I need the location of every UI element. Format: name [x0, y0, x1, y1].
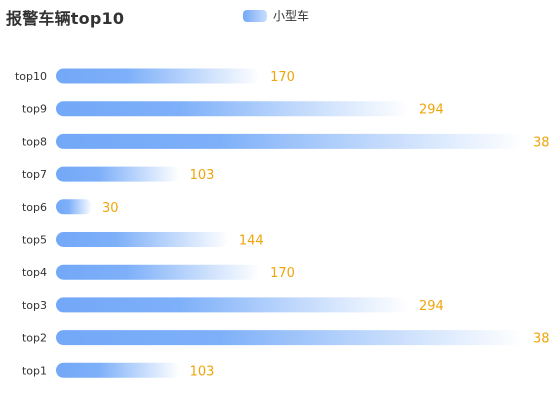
data-label: 170	[270, 70, 295, 85]
bar[interactable]	[56, 166, 180, 182]
data-label: 144	[239, 234, 264, 249]
bar[interactable]	[56, 133, 523, 149]
legend-label: 小型车	[273, 9, 310, 23]
data-label: 389	[533, 332, 550, 347]
bar[interactable]	[56, 264, 261, 280]
data-label: 389	[533, 135, 550, 150]
data-label: 170	[270, 266, 295, 281]
bar[interactable]	[56, 232, 229, 247]
data-label: 103	[190, 364, 215, 379]
y-tick-label: top7	[22, 168, 47, 181]
y-tick-label: top2	[22, 332, 47, 345]
y-tick-label: top4	[22, 266, 47, 279]
data-label: 103	[190, 168, 215, 183]
y-tick-label: top9	[22, 103, 47, 116]
bar[interactable]	[56, 362, 180, 378]
bar[interactable]	[56, 297, 409, 313]
data-label: 30	[102, 201, 119, 216]
bar[interactable]	[56, 199, 93, 215]
y-tick-label: top1	[22, 364, 47, 377]
bar[interactable]	[56, 68, 261, 84]
chart-title: 报警车辆top10	[6, 9, 125, 28]
data-label: 294	[419, 299, 444, 314]
data-label: 294	[419, 103, 444, 118]
y-tick-label: top10	[15, 70, 47, 83]
bar[interactable]	[56, 330, 523, 346]
y-tick-label: top5	[22, 234, 47, 247]
legend-swatch	[243, 9, 267, 22]
legend[interactable]: 小型车	[243, 7, 309, 24]
y-tick-label: top6	[22, 201, 47, 214]
bar[interactable]	[56, 101, 409, 117]
y-tick-label: top3	[22, 299, 47, 312]
y-tick-label: top8	[22, 135, 47, 148]
